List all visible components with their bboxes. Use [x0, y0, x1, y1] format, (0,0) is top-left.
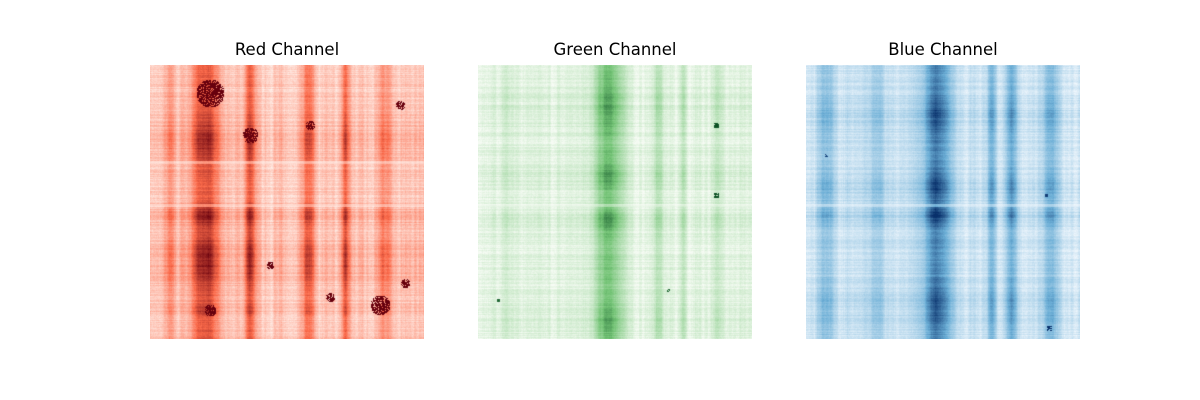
red-channel-heatmap — [150, 65, 424, 339]
red-channel-subplot: Red Channel — [150, 38, 424, 339]
green-channel-heatmap — [478, 65, 752, 339]
red-channel-title: Red Channel — [234, 40, 340, 59]
blue-channel-subplot: Blue Channel — [806, 38, 1080, 339]
blue-channel-heatmap — [806, 65, 1080, 339]
blue-channel-title: Blue Channel — [888, 40, 998, 59]
green-channel-title: Green Channel — [553, 40, 677, 59]
green-channel-subplot: Green Channel — [478, 38, 752, 339]
